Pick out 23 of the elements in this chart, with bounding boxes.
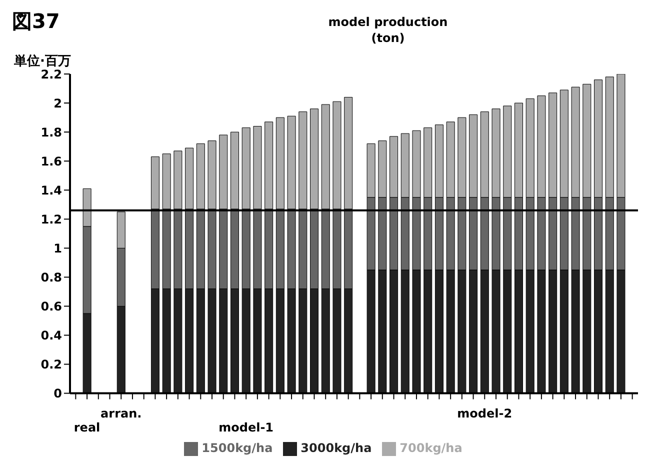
x-tick-label: arran. [100,406,142,420]
y-tick-label: 1.2 [40,212,62,226]
legend-label: 1500kg/ha [202,441,273,456]
legend-label: 3000kg/ha [300,441,372,456]
y-tick-label: 0.6 [40,299,62,314]
chart-subtitle: (ton) [370,30,406,46]
y-tick-label: 0.8 [40,270,62,284]
y-tick-label: 1.4 [40,183,62,198]
chart-title: model production [327,14,449,30]
x-tick-label: model-1 [218,420,274,434]
y-tick-label: 2.2 [40,67,62,82]
legend-label: 700kg/ha [400,441,462,456]
x-tick-label: model-2 [457,406,512,420]
y-tick-label: 1.8 [40,125,62,140]
y-tick-label: 0.4 [40,328,62,342]
y-axis-title: 単位·百万 [14,53,71,70]
x-tick-label: real [74,420,100,434]
y-tick-label: 1.6 [40,154,62,168]
y-tick-label: 0.2 [40,358,62,372]
y-tick-label: 1 [54,241,62,256]
y-tick-label: 0 [54,386,62,401]
caption: 図37 [12,8,60,35]
y-tick-label: 2 [54,96,62,110]
